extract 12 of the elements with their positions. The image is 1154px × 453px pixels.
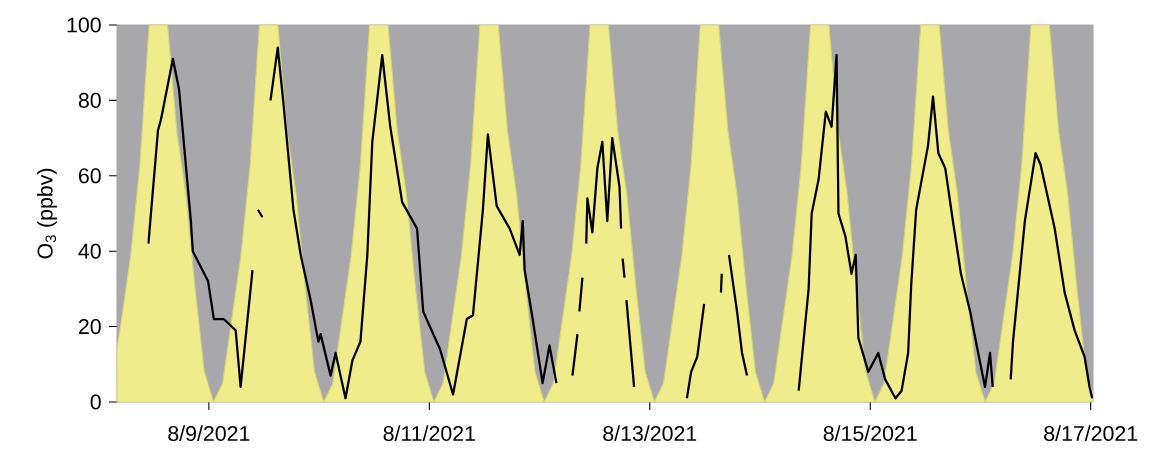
x-tick-label: 8/11/2021 <box>383 425 475 442</box>
x-tick-label: 8/13/2021 <box>603 425 697 442</box>
x-tick-label: 8/9/2021 <box>168 425 250 442</box>
y-tick-label: 40 <box>78 243 101 259</box>
y-tick-label: 0 <box>90 394 101 410</box>
y-tick-label: 80 <box>78 92 101 108</box>
y-axis-title: O$_{3}$ (ppbv) <box>37 168 57 259</box>
x-tick-label: 8/17/2021 <box>1044 425 1138 442</box>
y-tick-label: 60 <box>78 168 101 184</box>
x-tick-label: 8/15/2021 <box>823 425 917 442</box>
y-tick-label: 100 <box>67 17 101 33</box>
y-tick-label: 20 <box>78 319 101 335</box>
